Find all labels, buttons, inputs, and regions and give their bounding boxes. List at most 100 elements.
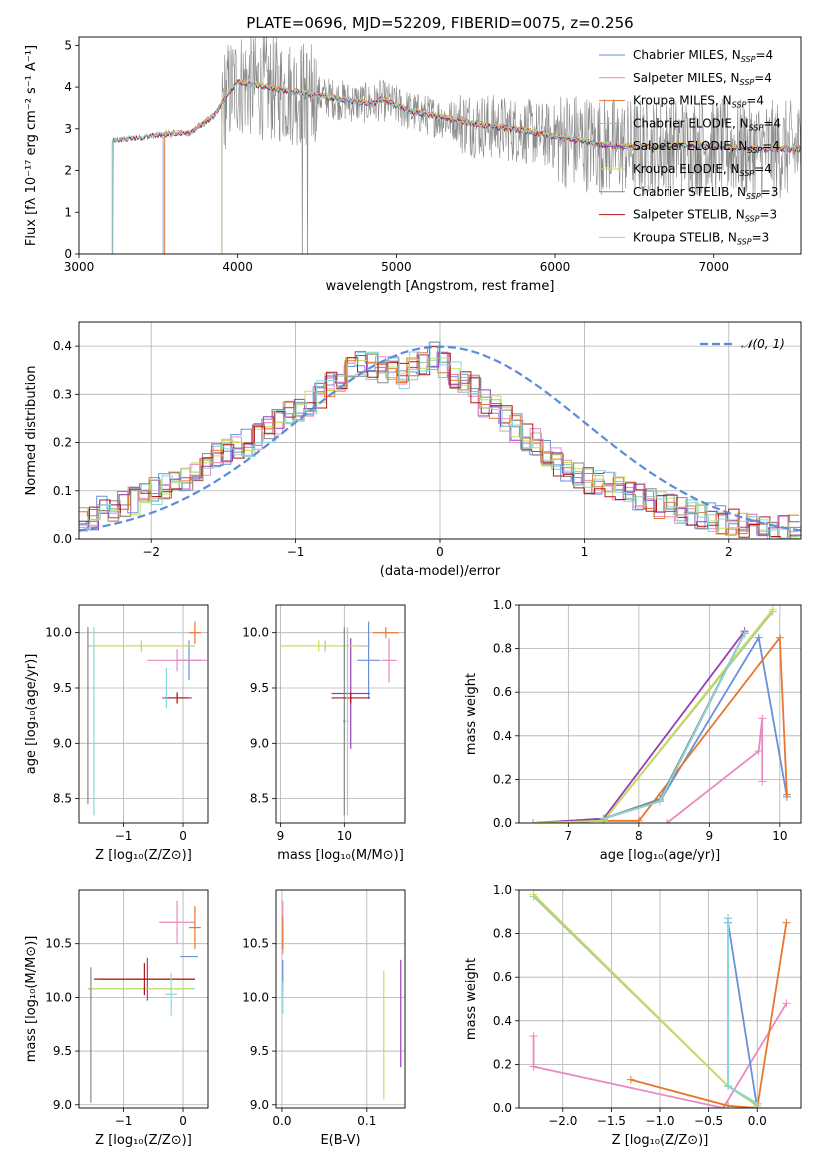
y-tick-label: 1 xyxy=(64,205,72,219)
y-tick-label: 0.4 xyxy=(493,1014,512,1028)
weight-vs-age-panel: 7 8 9 10 0.0 0.2 0.4 0.6 0.8 1.0 age [log₁₀(age/yr… xyxy=(464,598,802,863)
legend-subscript: SSP xyxy=(749,123,764,132)
x-tick-label: 0.1 xyxy=(357,1114,376,1128)
x-tick-label: −1.0 xyxy=(645,1114,674,1128)
legend-value: =4 xyxy=(763,116,781,130)
mass-vs-Z-panel: −1 0 9.0 9.5 10.0 10.5 Z [log₁₀(Z/Z⊙)] mass [lo… xyxy=(24,889,209,1148)
y-tick-label: 0.2 xyxy=(493,772,512,786)
axes-frame xyxy=(78,321,802,540)
y-tick-label: 0.4 xyxy=(53,339,72,353)
x-tick-label: 6000 xyxy=(540,260,571,274)
legend-value: =4 xyxy=(762,139,780,153)
x-tick-label: 10 xyxy=(772,829,787,843)
weight-series xyxy=(727,922,759,1108)
y-tick-label: 10.5 xyxy=(45,937,72,951)
y-tick-label: 1.0 xyxy=(493,883,512,897)
legend-label: Chabrier MILES, NSSP=4 xyxy=(633,48,773,64)
histogram-series xyxy=(79,341,801,539)
legend-label: Kroupa STELIB, NSSP=3 xyxy=(633,230,769,246)
errorbars xyxy=(87,900,201,1103)
weight-series xyxy=(533,610,774,823)
y-tick-label: 0 xyxy=(64,247,72,261)
x-tick-label: 0.0 xyxy=(272,1114,291,1128)
legend-subscript: SSP xyxy=(737,237,752,246)
histogram-series xyxy=(79,352,800,539)
weight-vs-Z-panel: −2.0 −1.5 −1.0 −0.5 0.0 0.0 0.2 0.4 0.6 0.8 1.0 Z [… xyxy=(464,883,802,1148)
y-tick-label: 8.5 xyxy=(53,792,72,806)
x-axis-label: Z [log₁₀(Z/Z⊙)] xyxy=(612,1133,709,1148)
legend-label: Salpeter ELODIE, NSSP=4 xyxy=(633,139,780,155)
y-tick-label: 0.0 xyxy=(493,816,512,830)
x-tick-label: 9 xyxy=(706,829,714,843)
y-tick-label: 0.8 xyxy=(493,927,512,941)
legend-subscript: SSP xyxy=(747,146,762,155)
y-tick-label: 2 xyxy=(64,164,72,178)
y-tick-label: 9.5 xyxy=(250,681,269,695)
histogram-series xyxy=(79,351,799,539)
x-axis-label: age [log₁₀(age/yr)] xyxy=(600,848,721,863)
axes-frame xyxy=(275,604,406,824)
legend-value: =4 xyxy=(755,48,773,62)
axes-frame xyxy=(78,604,209,824)
y-tick-label: 0.6 xyxy=(493,970,512,984)
x-tick-label: −2 xyxy=(142,545,160,559)
y-tick-label: 10.0 xyxy=(45,626,72,640)
y-tick-label: 9.0 xyxy=(250,1098,269,1112)
legend-label: Kroupa ELODIE, NSSP=4 xyxy=(633,162,772,178)
x-tick-label: 0 xyxy=(179,1114,187,1128)
weight-series xyxy=(666,718,764,823)
y-tick-label: 9.5 xyxy=(53,681,72,695)
y-tick-label: 0.4 xyxy=(493,729,512,743)
x-tick-label: 2 xyxy=(725,545,733,559)
legend-label: Salpeter MILES, NSSP=4 xyxy=(633,71,772,87)
weight-lines xyxy=(529,890,791,1108)
x-tick-label: 9 xyxy=(277,829,285,843)
x-tick-label: 0.0 xyxy=(748,1114,767,1128)
y-tick-label: 9.0 xyxy=(53,1098,72,1112)
histogram-series xyxy=(79,341,801,539)
y-axis-label: mass weight xyxy=(464,958,479,1040)
residuals-panel: −2 −1 0 1 2 0.0 0.1 0.2 0.3 0.4 (data-model)/error… xyxy=(24,321,802,579)
legend-value: =4 xyxy=(754,162,772,176)
legend-label: 𝒩(0, 1) xyxy=(741,337,785,351)
legend-subscript: SSP xyxy=(741,55,756,64)
y-tick-label: 10.0 xyxy=(45,990,72,1004)
y-tick-label: 0.6 xyxy=(493,685,512,699)
x-tick-label: −2.0 xyxy=(548,1114,577,1128)
y-tick-label: 0.2 xyxy=(493,1057,512,1071)
x-tick-label: −1 xyxy=(287,545,305,559)
age-vs-Z-panel: −1 0 8.5 9.0 9.5 10.0 Z [log₁₀(Z/Z⊙)] age [log₁… xyxy=(24,604,209,863)
y-tick-label: 0.0 xyxy=(493,1101,512,1115)
x-tick-label: 8 xyxy=(635,829,643,843)
legend-label: Salpeter STELIB, NSSP=3 xyxy=(633,208,777,224)
y-tick-label: 0.3 xyxy=(53,387,72,401)
y-tick-label: 1.0 xyxy=(493,598,512,612)
weight-series xyxy=(630,922,788,1108)
y-tick-label: 5 xyxy=(64,38,72,52)
x-tick-label: 10 xyxy=(337,829,352,843)
legend-value: =4 xyxy=(746,94,764,108)
y-tick-label: 0.0 xyxy=(53,532,72,546)
y-axis-label: mass [log₁₀(M/M⊙)] xyxy=(24,936,39,1063)
y-axis-label: mass weight xyxy=(464,673,479,755)
x-axis-label: E(B-V) xyxy=(320,1133,360,1148)
legend-subscript: SSP xyxy=(745,215,760,224)
y-tick-label: 0.1 xyxy=(53,484,72,498)
x-axis-label: Z [log₁₀(Z/Z⊙)] xyxy=(95,1133,192,1148)
y-tick-label: 0.8 xyxy=(493,642,512,656)
histogram-series xyxy=(79,352,800,536)
axes-frame xyxy=(518,889,802,1109)
x-tick-label: −1 xyxy=(115,1114,133,1128)
y-tick-label: 10.0 xyxy=(242,626,269,640)
axes-frame xyxy=(275,889,406,1109)
spectrum-lines xyxy=(111,37,801,254)
axes-frame xyxy=(518,604,802,824)
legend: Chabrier MILES, NSSP=4 Salpeter MILES, NS… xyxy=(599,48,781,246)
x-axis-label: wavelength [Angstrom, rest frame] xyxy=(326,279,555,294)
y-tick-label: 9.5 xyxy=(53,1044,72,1058)
x-axis-label: (data-model)/error xyxy=(380,564,501,579)
normal-curve xyxy=(79,345,801,532)
errorbars xyxy=(87,621,207,816)
spectrum-model-line xyxy=(111,80,801,254)
